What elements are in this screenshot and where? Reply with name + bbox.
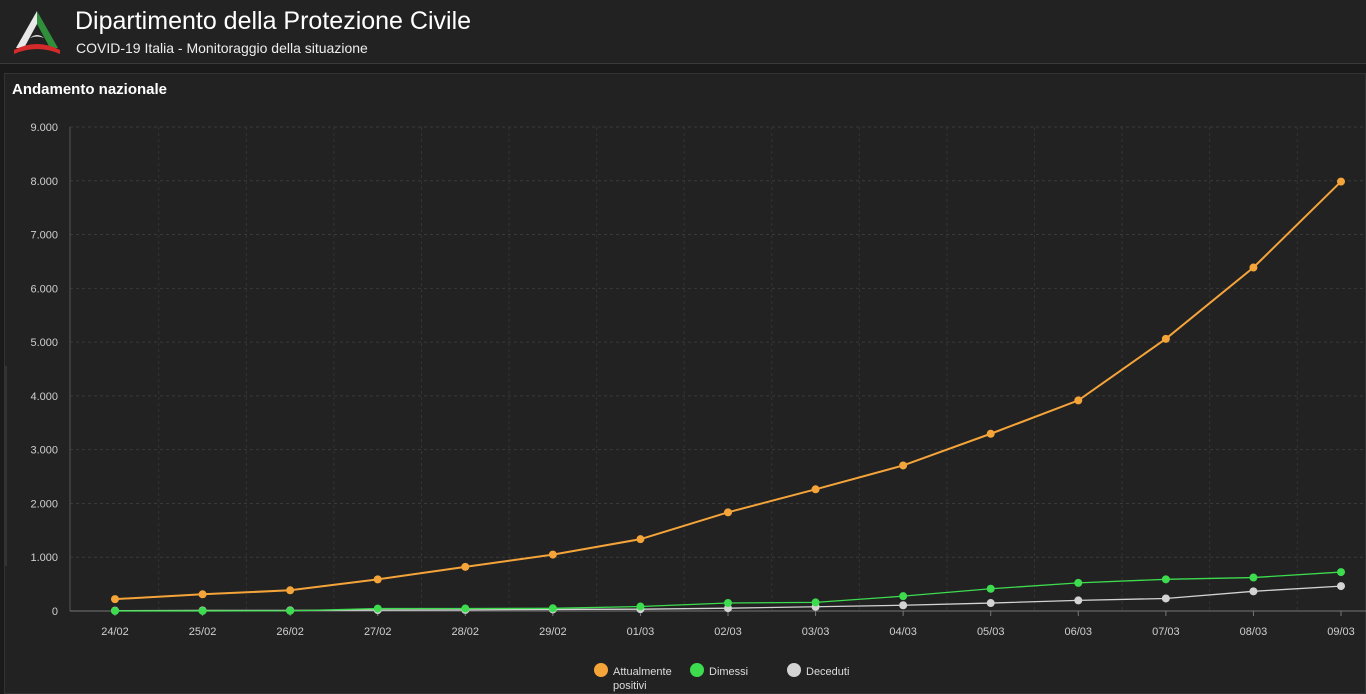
y-tick-label: 2.000 <box>30 498 58 510</box>
data-point <box>548 604 557 613</box>
x-tick-label: 24/02 <box>101 626 129 638</box>
panel-edge-divider <box>5 366 7 566</box>
y-tick-label: 8.000 <box>30 176 58 188</box>
data-point <box>986 599 995 608</box>
data-point <box>1249 263 1258 272</box>
x-tick-label: 09/03 <box>1327 626 1355 638</box>
x-tick-label: 27/02 <box>364 626 392 638</box>
data-point <box>198 606 207 615</box>
x-tick-label: 01/03 <box>627 626 655 638</box>
data-point <box>461 604 470 613</box>
x-tick-label: 07/03 <box>1152 626 1180 638</box>
data-point <box>1074 596 1083 605</box>
data-point <box>899 601 908 610</box>
data-point <box>986 429 995 438</box>
x-tick-label: 06/03 <box>1065 626 1093 638</box>
data-point <box>461 562 470 571</box>
data-point <box>198 590 207 599</box>
x-tick-label: 25/02 <box>189 626 217 638</box>
legend-marker <box>594 663 608 677</box>
x-tick-label: 03/03 <box>802 626 830 638</box>
y-tick-label: 1.000 <box>30 552 58 564</box>
y-tick-label: 9.000 <box>30 122 58 134</box>
data-point <box>373 575 382 584</box>
data-point <box>111 595 119 604</box>
data-point <box>724 508 732 517</box>
series-line <box>114 180 1342 601</box>
data-point <box>1074 578 1083 587</box>
data-point <box>811 485 820 494</box>
chart-panel: Andamento nazionale <box>4 73 1366 694</box>
data-point <box>724 598 732 607</box>
data-point <box>1249 573 1258 582</box>
data-point <box>1074 396 1083 405</box>
y-tick-label: 3.000 <box>30 445 58 457</box>
legend-label: Dimessi <box>709 666 748 678</box>
y-tick-label: 5.000 <box>30 337 58 349</box>
x-tick-label: 26/02 <box>276 626 304 638</box>
data-point <box>636 535 645 544</box>
app-title: Dipartimento della Protezione Civile <box>75 7 472 35</box>
x-tick-label: 28/02 <box>452 626 480 638</box>
protezione-civile-logo-icon <box>14 11 60 54</box>
data-point <box>899 461 908 470</box>
legend-label: Attualmente <box>613 666 672 678</box>
legend-marker <box>690 663 704 677</box>
data-point <box>111 606 119 615</box>
app-header: Dipartimento della Protezione Civile COV… <box>0 0 1366 64</box>
y-tick-label: 0 <box>52 606 58 618</box>
data-point <box>1337 582 1345 591</box>
data-point <box>286 606 295 615</box>
data-point <box>986 584 995 593</box>
y-tick-label: 7.000 <box>30 230 58 242</box>
legend-label: Deceduti <box>806 666 849 678</box>
legend-label-line2: positivi <box>613 680 647 692</box>
legend-marker <box>787 663 801 677</box>
data-point <box>286 586 295 595</box>
x-tick-label: 05/03 <box>977 626 1005 638</box>
data-point <box>1249 587 1258 596</box>
data-point <box>373 604 382 613</box>
data-point <box>1337 568 1345 577</box>
data-point <box>1337 177 1345 186</box>
y-tick-label: 4.000 <box>30 391 58 403</box>
data-point <box>1161 334 1170 343</box>
x-tick-label: 02/03 <box>714 626 742 638</box>
app-subtitle: COVID-19 Italia - Monitoraggio della sit… <box>76 40 368 56</box>
data-point <box>1161 594 1170 603</box>
x-tick-label: 08/03 <box>1240 626 1268 638</box>
data-point <box>548 550 557 559</box>
data-point <box>636 602 645 611</box>
panel-title: Andamento nazionale <box>12 81 168 98</box>
x-tick-label: 29/02 <box>539 626 567 638</box>
data-point <box>811 598 820 607</box>
data-point <box>1161 575 1170 584</box>
data-point <box>899 592 908 601</box>
x-tick-label: 04/03 <box>889 626 917 638</box>
y-tick-label: 6.000 <box>30 283 58 295</box>
